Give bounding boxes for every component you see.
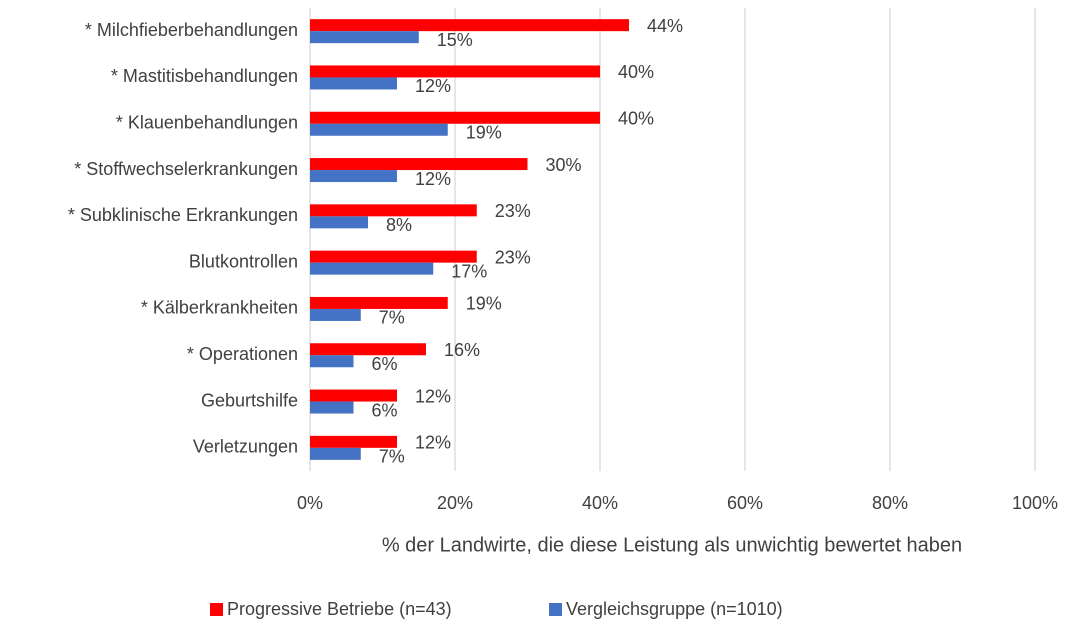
value-label: 12% xyxy=(415,76,451,96)
value-label: 7% xyxy=(379,447,405,467)
value-label: 6% xyxy=(372,400,398,420)
bar xyxy=(310,77,397,90)
value-label: 17% xyxy=(451,261,487,281)
legend-swatch xyxy=(549,603,562,616)
bar xyxy=(310,158,528,171)
value-label: 19% xyxy=(466,294,502,314)
y-tick-label: * Stoffwechselerkrankungen xyxy=(74,159,298,179)
bar xyxy=(310,389,397,402)
value-label: 23% xyxy=(495,201,531,221)
x-tick-label: 20% xyxy=(437,493,473,513)
y-tick-label: * Operationen xyxy=(187,344,298,364)
bar xyxy=(310,447,361,460)
value-label: 12% xyxy=(415,433,451,453)
bar xyxy=(310,111,600,124)
value-label: 6% xyxy=(372,354,398,374)
value-label: 19% xyxy=(466,123,502,143)
bar xyxy=(310,31,419,44)
x-tick-label: 80% xyxy=(872,493,908,513)
legend-label: Progressive Betriebe (n=43) xyxy=(227,599,452,619)
value-label: 16% xyxy=(444,340,480,360)
y-tick-label: Verletzungen xyxy=(193,437,298,457)
x-tick-label: 100% xyxy=(1012,493,1058,513)
value-label: 44% xyxy=(647,16,683,36)
y-tick-label: * Subklinische Erkrankungen xyxy=(68,205,298,225)
bar xyxy=(310,355,354,368)
bar xyxy=(310,308,361,321)
value-label: 30% xyxy=(546,155,582,175)
bar xyxy=(310,19,629,32)
bar xyxy=(310,123,448,136)
value-label: 8% xyxy=(386,215,412,235)
y-tick-label: * Kälberkrankheiten xyxy=(141,298,298,318)
legend-label: Vergleichsgruppe (n=1010) xyxy=(566,599,783,619)
bar xyxy=(310,343,426,356)
y-tick-label: Blutkontrollen xyxy=(189,251,298,271)
bar xyxy=(310,170,397,183)
y-tick-label: Geburtshilfe xyxy=(201,390,298,410)
value-label: 7% xyxy=(379,308,405,328)
y-tick-label: * Mastitisbehandlungen xyxy=(111,66,298,86)
value-label: 15% xyxy=(437,30,473,50)
x-tick-label: 60% xyxy=(727,493,763,513)
bar xyxy=(310,296,448,309)
bar xyxy=(310,204,477,217)
value-label: 12% xyxy=(415,386,451,406)
x-axis-title: % der Landwirte, die diese Leistung als … xyxy=(382,534,962,556)
y-tick-label: * Klauenbehandlungen xyxy=(116,113,298,133)
value-label: 40% xyxy=(618,62,654,82)
value-label: 12% xyxy=(415,169,451,189)
value-label: 40% xyxy=(618,109,654,129)
bar xyxy=(310,65,600,78)
bar xyxy=(310,435,397,448)
bar xyxy=(310,262,434,275)
y-tick-label: * Milchfieberbehandlungen xyxy=(85,20,298,40)
legend-swatch xyxy=(210,603,223,616)
bar xyxy=(310,250,477,263)
value-label: 23% xyxy=(495,247,531,267)
bar xyxy=(310,216,368,229)
x-tick-label: 40% xyxy=(582,493,618,513)
bar xyxy=(310,401,354,414)
x-tick-label: 0% xyxy=(297,493,323,513)
